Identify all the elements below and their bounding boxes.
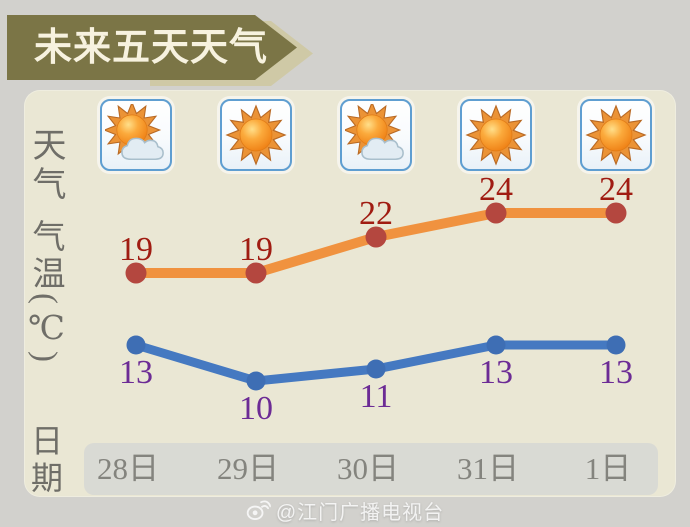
partly-cloudy-icon [340,99,412,171]
banner-ribbon [7,15,297,80]
row-label-weather: 天气 [27,127,64,205]
date-strip [84,443,658,495]
date-label: 29日 [217,451,279,486]
row-label-temperature: 气温(℃) [27,219,63,366]
weibo-icon [246,500,271,521]
watermark: @江门广播电视台 [246,496,444,525]
watermark-text: @江门广播电视台 [275,502,445,524]
row-label-date: 日期 [27,424,63,498]
weather-icons-row [100,99,652,171]
title-banner [7,15,313,86]
partly-cloudy-icon [100,99,172,171]
sunny-icon [580,99,652,171]
page-title: 未来五天天气 [34,27,269,69]
sunny-icon [460,99,532,171]
date-label: 31日 [457,451,519,486]
date-row: 28日 29日 30日 31日 1日 [68,452,668,486]
date-label: 1日 [584,451,632,486]
date-label: 28日 [97,451,159,486]
date-label: 30日 [337,451,399,486]
sunny-icon [220,99,292,171]
